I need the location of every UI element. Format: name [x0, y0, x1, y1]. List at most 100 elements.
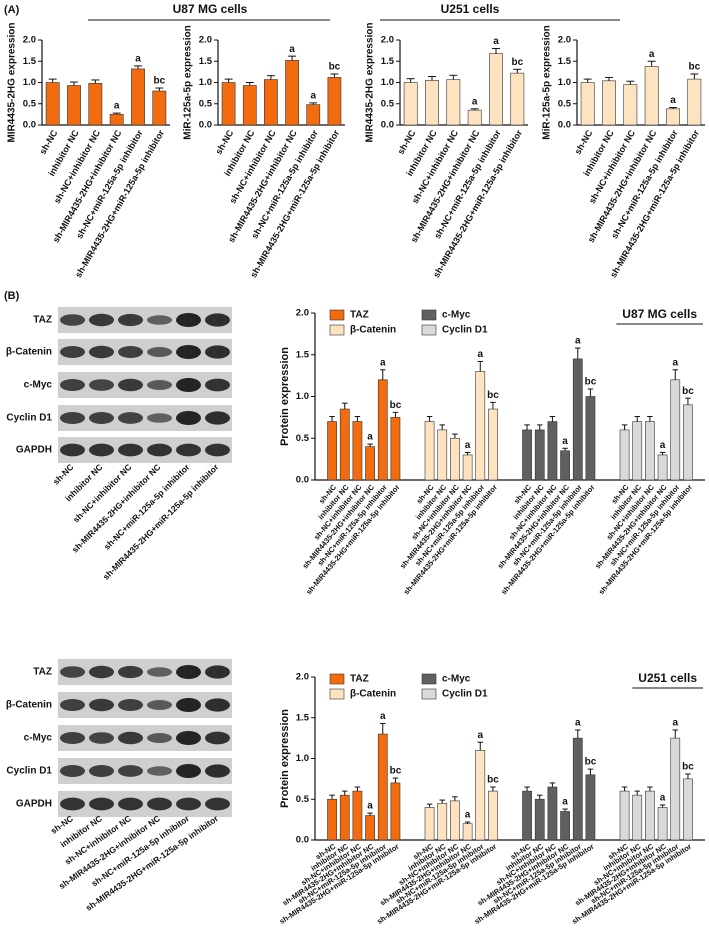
y-tick-label: 0.0 — [199, 120, 212, 131]
bar — [489, 53, 503, 126]
blot-band — [118, 412, 143, 424]
chart-title: U251 cells — [638, 671, 697, 685]
legend-label: β-Catenin — [350, 689, 396, 700]
y-tick-label: 1.0 — [558, 77, 571, 88]
bar — [462, 454, 473, 481]
annotation: a — [562, 436, 568, 447]
y-tick-label: 1.5 — [558, 56, 572, 67]
annotation: bc — [390, 400, 402, 411]
y-axis-label: Protein expression — [279, 709, 291, 808]
annotation: a — [380, 357, 386, 368]
blot-band — [118, 443, 143, 457]
bar — [45, 82, 60, 126]
bar — [683, 778, 693, 841]
legend-swatch — [421, 324, 437, 336]
blot-band — [205, 411, 230, 425]
bar — [644, 66, 659, 126]
blot-band — [205, 378, 230, 392]
blot-band — [89, 313, 114, 327]
bar — [446, 79, 461, 126]
bar — [67, 85, 81, 126]
y-tick-label: 0.5 — [381, 98, 395, 109]
blot-band — [205, 313, 230, 327]
blot-band — [89, 665, 114, 679]
blot-band — [118, 797, 143, 811]
blot-band — [176, 378, 201, 392]
blot-protein-label: c-Myc — [24, 733, 53, 744]
annotation: a — [672, 718, 678, 729]
blot-strip — [58, 692, 232, 718]
blot-strip — [58, 791, 232, 817]
legend-label: β-Catenin — [350, 325, 396, 336]
blot-band — [176, 797, 201, 811]
bar — [572, 737, 583, 841]
blot-protein-label: Cyclin D1 — [6, 413, 52, 424]
legend-label: TAZ — [350, 310, 369, 321]
annotation: a — [367, 801, 373, 812]
bar — [221, 82, 236, 126]
annotation: a — [367, 432, 373, 443]
blot-band — [89, 797, 114, 811]
blot-band — [147, 315, 172, 325]
bar — [437, 803, 448, 841]
x-tick-label: sh-NC — [213, 128, 235, 156]
bar — [285, 60, 299, 126]
blot-band — [147, 700, 172, 710]
bar — [339, 794, 350, 841]
annotation: bc — [682, 386, 694, 397]
y-tick-label: 1.5 — [199, 56, 213, 67]
y-tick-label: 2.0 — [296, 308, 309, 319]
annotation: a — [660, 793, 666, 804]
blot-band — [60, 314, 85, 326]
bar — [425, 80, 439, 126]
blot-band — [147, 443, 172, 457]
bar — [327, 77, 342, 126]
blot-band — [60, 379, 85, 391]
blot-band — [147, 380, 172, 390]
annotation: bc — [585, 757, 597, 768]
y-tick-label: 1.5 — [381, 56, 395, 67]
bar — [547, 421, 558, 481]
x-tick-label: sh-NC — [38, 128, 60, 156]
blot-strip — [58, 405, 232, 431]
blot-strip — [58, 725, 232, 751]
bar — [683, 404, 693, 481]
bar — [534, 429, 545, 481]
blot-band — [176, 345, 201, 359]
annotation: bc — [682, 762, 694, 773]
y-tick-label: 1.0 — [23, 77, 36, 88]
legend-swatch — [329, 673, 345, 685]
bar — [657, 807, 668, 841]
annotation: a — [575, 336, 581, 347]
legend-swatch — [421, 673, 437, 685]
legend-label: c-Myc — [442, 674, 471, 685]
blot-band — [118, 731, 143, 745]
blot-band — [205, 731, 230, 745]
y-tick-label: 1.0 — [296, 391, 309, 402]
blot-band — [60, 699, 85, 711]
blot-band — [147, 733, 172, 743]
bar — [377, 733, 388, 841]
bar — [390, 782, 401, 841]
bar — [645, 790, 655, 841]
blot-protein-label: β-Catenin — [6, 700, 52, 711]
bar — [560, 450, 570, 481]
blot-band — [205, 443, 230, 457]
annotation: bc — [688, 62, 700, 73]
bar — [645, 421, 655, 481]
y-axis-label: MiR-125a-5p expression — [183, 25, 194, 140]
annotation: a — [562, 797, 568, 808]
blot-protein-label: TAZ — [33, 667, 52, 678]
blot-protein-label: GAPDH — [16, 445, 52, 456]
bar — [632, 794, 643, 841]
blot-band — [176, 731, 201, 745]
blot-band — [60, 443, 85, 457]
annotation: a — [380, 711, 386, 722]
annotation: bc — [511, 57, 523, 68]
blot-band — [205, 764, 230, 778]
blot-band — [60, 797, 85, 811]
x-tick-label: sh-NC — [573, 128, 595, 156]
blot-lane-label: sh-NC — [51, 462, 76, 487]
bar — [670, 379, 681, 481]
